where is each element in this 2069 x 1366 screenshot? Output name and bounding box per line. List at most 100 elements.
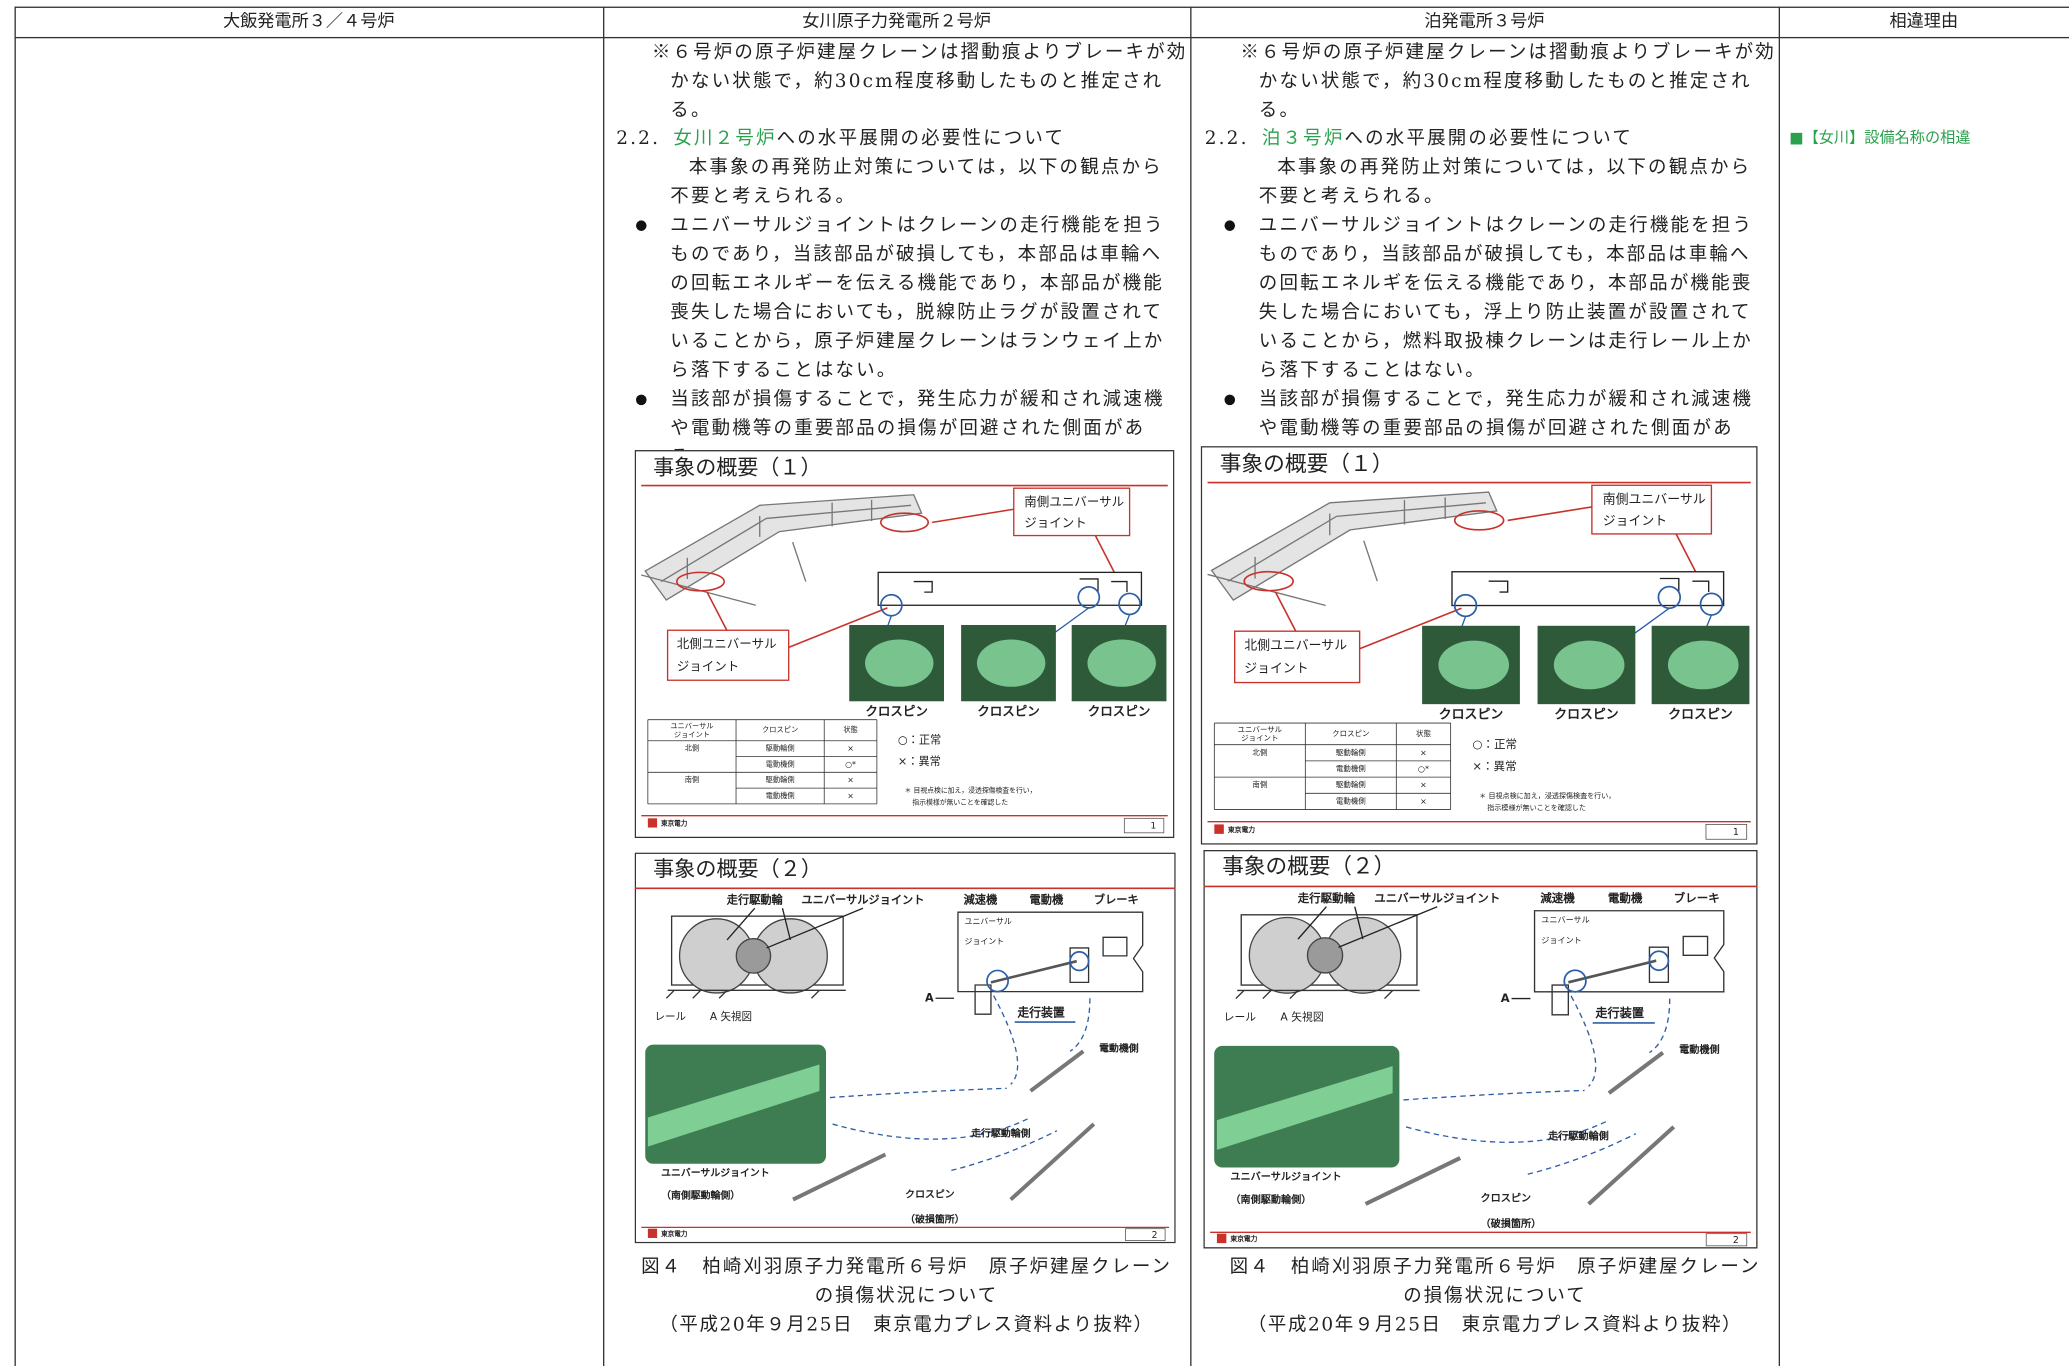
label: ユニバーサルジョイント (1230, 1171, 1341, 1183)
bullet-dot (635, 220, 647, 231)
shaft (990, 959, 1078, 984)
table-cell: × (847, 791, 854, 800)
schematic (1451, 571, 1725, 607)
header-cell: 女川原子力発電所２号炉 (802, 11, 991, 32)
photo-detail (1438, 640, 1510, 690)
callout-box (1234, 630, 1361, 684)
callout-text: ジョイント (1024, 515, 1087, 530)
table-cell: ○* (845, 760, 856, 769)
bullet-dot (1224, 220, 1236, 231)
table-cell: 電動機側 (766, 791, 795, 800)
note: ※６号炉の原子炉建屋クレーンは摺動痕よりブレーキが効かない状態で，約30cm程度… (1240, 42, 1776, 122)
mechanism (957, 911, 1144, 1015)
figure-title: 事象の概要（２） (653, 856, 822, 881)
table-header: クロスピン (1332, 729, 1369, 738)
photo-detail (1667, 640, 1739, 690)
photo-label: クロスピン (1554, 707, 1619, 722)
header-bottom-border (14, 36, 2069, 39)
bullet-text: 当該部が損傷することで，発生応力が緩和され減速機や電動機等の重要部品の損傷が回避… (1258, 389, 1754, 468)
rail (1235, 989, 1420, 1000)
section-number: 2.2. (1204, 128, 1249, 150)
label: A (1501, 991, 1510, 1005)
page-number: 2 (1152, 1230, 1158, 1241)
table-cell: 駆動輪側 (1336, 779, 1366, 789)
legend-item: ×：異常 (1472, 759, 1516, 773)
schematic-detail (1488, 577, 1710, 593)
label: ブレーキ (1094, 892, 1139, 906)
label: 電動機側 (1679, 1043, 1720, 1056)
joint-marker (1118, 592, 1141, 616)
joint-marker (1699, 592, 1724, 616)
photo-detail (1087, 639, 1156, 687)
table-cell: 駆動輪側 (766, 775, 795, 784)
bullet-dot (635, 394, 647, 406)
crane-detail (1207, 497, 1487, 607)
bullet-item: ユニバーサルジョイントはクレーンの走行機能を担うものであり，当該部品が破損しても… (1224, 211, 1758, 385)
page-box (1705, 1233, 1748, 1247)
figure-caption: 図４ 柏崎刈羽原子力発電所６号炉 原子炉建屋クレーンの損傷状況について (641, 1256, 1172, 1307)
table-top-border (14, 6, 2069, 8)
column-border (1778, 6, 1781, 1366)
page-number: 1 (1733, 827, 1739, 838)
callout-text: 南側ユニバーサル (1024, 494, 1124, 509)
label: 走行駆動輪側 (970, 1126, 1030, 1139)
label: （南側駆動輪側） (1230, 1193, 1311, 1206)
pointer (726, 907, 864, 949)
header-cell: 泊発電所３号炉 (1424, 11, 1545, 32)
table-header: ジョイント (674, 730, 710, 739)
table-cell: 駆動輪側 (1336, 747, 1366, 757)
figure-note: ＊ 目視点検に加え，浸透探傷検査を行い， (1479, 791, 1615, 800)
figure-note: 指示模様が無いことを確認した (912, 798, 1008, 807)
label: ユニバーサルジョイント (661, 1167, 770, 1179)
section-text: への水平展開の必要性について (1344, 128, 1634, 150)
photo-label: クロスピン (1668, 707, 1733, 722)
logo-mark (1214, 824, 1224, 834)
wheel-frame (670, 915, 844, 986)
label: クロスピン (905, 1188, 955, 1200)
callout-text: 北側ユニバーサル (1244, 639, 1347, 654)
table-cell: 電動機側 (766, 759, 795, 768)
table-header: ユニバーサル (1238, 725, 1283, 734)
bullet-item: 当該部が損傷することで，発生応力が緩和され減速機や電動機等の重要部品の損傷が回避… (1224, 385, 1758, 472)
callout-text: ジョイント (1603, 514, 1667, 529)
shaft (792, 1049, 1096, 1202)
bullet-text: ユニバーサルジョイントはクレーンの走行機能を担うものであり，当該部品が破損しても… (670, 215, 1165, 382)
bullet-list: ユニバーサルジョイントはクレーンの走行機能を担うものであり，当該部品が破損しても… (1224, 211, 1758, 472)
crane-detail (641, 500, 912, 606)
callout-arrow (706, 508, 1120, 649)
label: ユニバーサルジョイント (1374, 891, 1500, 905)
label: 電動機側 (1099, 1042, 1139, 1055)
label: （破損箇所） (1480, 1217, 1541, 1230)
highlight-ring (1453, 510, 1505, 531)
joint-marker (1657, 585, 1682, 610)
table-cell: 電動機側 (1336, 795, 1366, 805)
section-highlight: 泊３号炉 (1261, 128, 1345, 150)
shaft (1364, 1050, 1676, 1206)
callout-box (1013, 487, 1131, 537)
page-number: 1 (1150, 821, 1156, 832)
column-border (14, 6, 16, 1366)
table-header: ジョイント (1241, 734, 1278, 743)
schematic (877, 571, 1143, 606)
label: A 矢視図 (1280, 1009, 1323, 1023)
figure-note: 指示模様が無いことを確認した (1487, 803, 1586, 812)
figure-title: 事象の概要（２） (1222, 855, 1395, 880)
logo-mark (1216, 1233, 1227, 1244)
figure-title: 事象の概要（１） (653, 454, 821, 479)
note: ※６号炉の原子炉建屋クレーンは摺動痕よりブレーキが効かない状態で，約30cm程度… (651, 42, 1188, 122)
table-cell: × (1420, 747, 1427, 757)
intro: 本事象の再発防止対策については，以下の観点から不要と考えられる。 (670, 157, 1163, 208)
logo-text: 東京電力 (661, 819, 688, 828)
legend-item: ○：正常 (1472, 737, 1517, 751)
label: 走行装置 (1016, 1005, 1065, 1019)
label: ジョイント (965, 937, 1005, 946)
joint-marker (879, 593, 903, 617)
photo-detail (647, 1064, 820, 1147)
page-box (1123, 817, 1165, 834)
section-highlight: 女川２号炉 (673, 128, 777, 150)
figure: 事象の概要（１）クロスピン クロスピン クロスピン南側ユニバーサルジョイント北側ユニ… (634, 450, 1175, 839)
table-cell: 北側 (1252, 747, 1267, 757)
figure-source: （平成20年９月25日 東京電力プレス資料より抜粋） (659, 1314, 1154, 1336)
